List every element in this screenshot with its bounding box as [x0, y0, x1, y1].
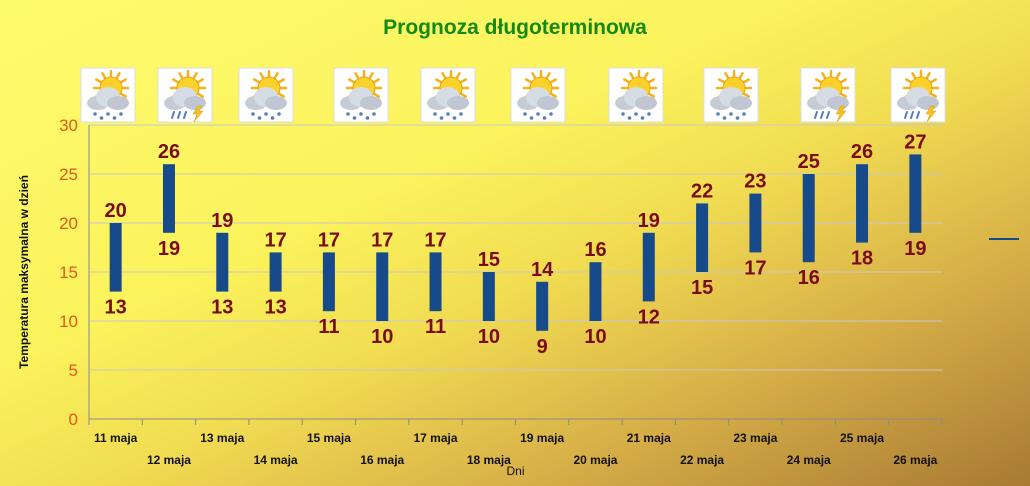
- data-label-high: 27: [904, 131, 926, 153]
- range-bar: [109, 223, 122, 292]
- range-bar: [802, 174, 815, 263]
- x-tick-label: 16 maja: [360, 453, 404, 467]
- x-tick-label: 25 maja: [840, 431, 884, 445]
- x-tick-label: 14 maja: [254, 453, 298, 467]
- sun-cloud-storm-icon: [890, 67, 946, 123]
- data-label-high: 22: [691, 180, 713, 202]
- range-bar: [429, 252, 442, 312]
- range-bar: [162, 164, 175, 233]
- x-tick-label: 22 maja: [680, 453, 724, 467]
- y-tick-label: 15: [59, 263, 78, 282]
- data-label-high: 16: [584, 239, 606, 261]
- x-tick-label: 17 maja: [414, 431, 458, 445]
- sun-cloud-rain-icon: [510, 67, 566, 123]
- legend-marker: [989, 238, 1019, 240]
- data-label-low: 10: [478, 326, 500, 348]
- sun-cloud-rain-icon: [238, 67, 294, 123]
- sun-cloud-rain-icon: [333, 67, 389, 123]
- data-label-low: 10: [371, 326, 393, 348]
- x-tick-label: 19 maja: [520, 431, 564, 445]
- sun-cloud-rain-icon: [703, 67, 759, 123]
- data-label-low: 11: [318, 316, 339, 338]
- range-bar: [376, 252, 389, 321]
- data-label-low: 16: [798, 267, 820, 289]
- data-label-high: 26: [851, 141, 873, 163]
- data-label-low: 15: [691, 277, 713, 299]
- data-label-low: 13: [264, 297, 286, 319]
- sun-cloud-rain-icon: [420, 67, 476, 123]
- data-label-high: 23: [744, 171, 766, 193]
- y-axis-label: Temperatura maksymalna w dzień: [17, 175, 31, 369]
- x-tick-label: 12 maja: [147, 453, 191, 467]
- x-tick-label: 15 maja: [307, 431, 351, 445]
- range-bar: [322, 252, 335, 312]
- y-tick-label: 0: [69, 410, 78, 429]
- data-label-high: 19: [211, 210, 233, 232]
- chart-title: Prognoza długoterminowa: [383, 16, 647, 39]
- x-tick-label: 26 maja: [893, 453, 937, 467]
- x-tick-label: 11 maja: [94, 431, 138, 445]
- x-tick-label: 23 maja: [733, 431, 777, 445]
- range-bar: [269, 252, 282, 292]
- data-label-high: 19: [638, 210, 660, 232]
- range-bar: [856, 164, 869, 243]
- data-label-low: 17: [744, 257, 766, 279]
- data-label-low: 12: [638, 306, 660, 328]
- x-tick-label: 21 maja: [627, 431, 671, 445]
- y-tick-label: 30: [59, 116, 78, 135]
- data-label-high: 14: [531, 259, 554, 281]
- range-bar: [482, 272, 495, 321]
- data-label-high: 20: [105, 200, 127, 222]
- y-tick-label: 25: [59, 165, 78, 184]
- sun-cloud-rain-icon: [80, 67, 136, 123]
- range-bar: [216, 232, 229, 292]
- x-tick-label: 18 maja: [467, 453, 511, 467]
- x-tick-label: 20 maja: [573, 453, 617, 467]
- y-tick-label: 5: [69, 361, 78, 380]
- data-label-high: 17: [264, 229, 286, 251]
- data-label-low: 9: [537, 336, 548, 358]
- range-bar: [909, 154, 922, 233]
- x-tick-label: 24 maja: [787, 453, 831, 467]
- sun-cloud-rain-icon: [608, 67, 664, 123]
- range-bar: [696, 203, 709, 272]
- data-label-high: 15: [478, 249, 500, 271]
- x-tick-label: 13 maja: [200, 431, 244, 445]
- data-label-high: 17: [318, 229, 340, 251]
- range-bar: [749, 193, 762, 253]
- range-bar: [642, 232, 655, 302]
- y-tick-label: 20: [59, 214, 78, 233]
- data-label-high: 17: [371, 229, 393, 251]
- range-bar: [589, 262, 602, 321]
- y-tick-label: 10: [59, 312, 78, 331]
- range-bar: [536, 281, 549, 331]
- data-label-low: 19: [158, 238, 180, 260]
- sun-cloud-storm-icon: [157, 67, 213, 123]
- data-label-low: 10: [584, 326, 606, 348]
- data-label-low: 18: [851, 248, 873, 270]
- data-label-low: 11: [425, 316, 446, 338]
- sun-cloud-storm-icon: [800, 67, 856, 123]
- data-label-low: 19: [904, 238, 926, 260]
- data-label-low: 13: [105, 297, 127, 319]
- data-label-low: 13: [211, 297, 233, 319]
- x-axis-label: Dni: [506, 464, 524, 478]
- data-label-high: 17: [424, 229, 446, 251]
- data-label-high: 25: [798, 151, 820, 173]
- data-label-high: 26: [158, 141, 180, 163]
